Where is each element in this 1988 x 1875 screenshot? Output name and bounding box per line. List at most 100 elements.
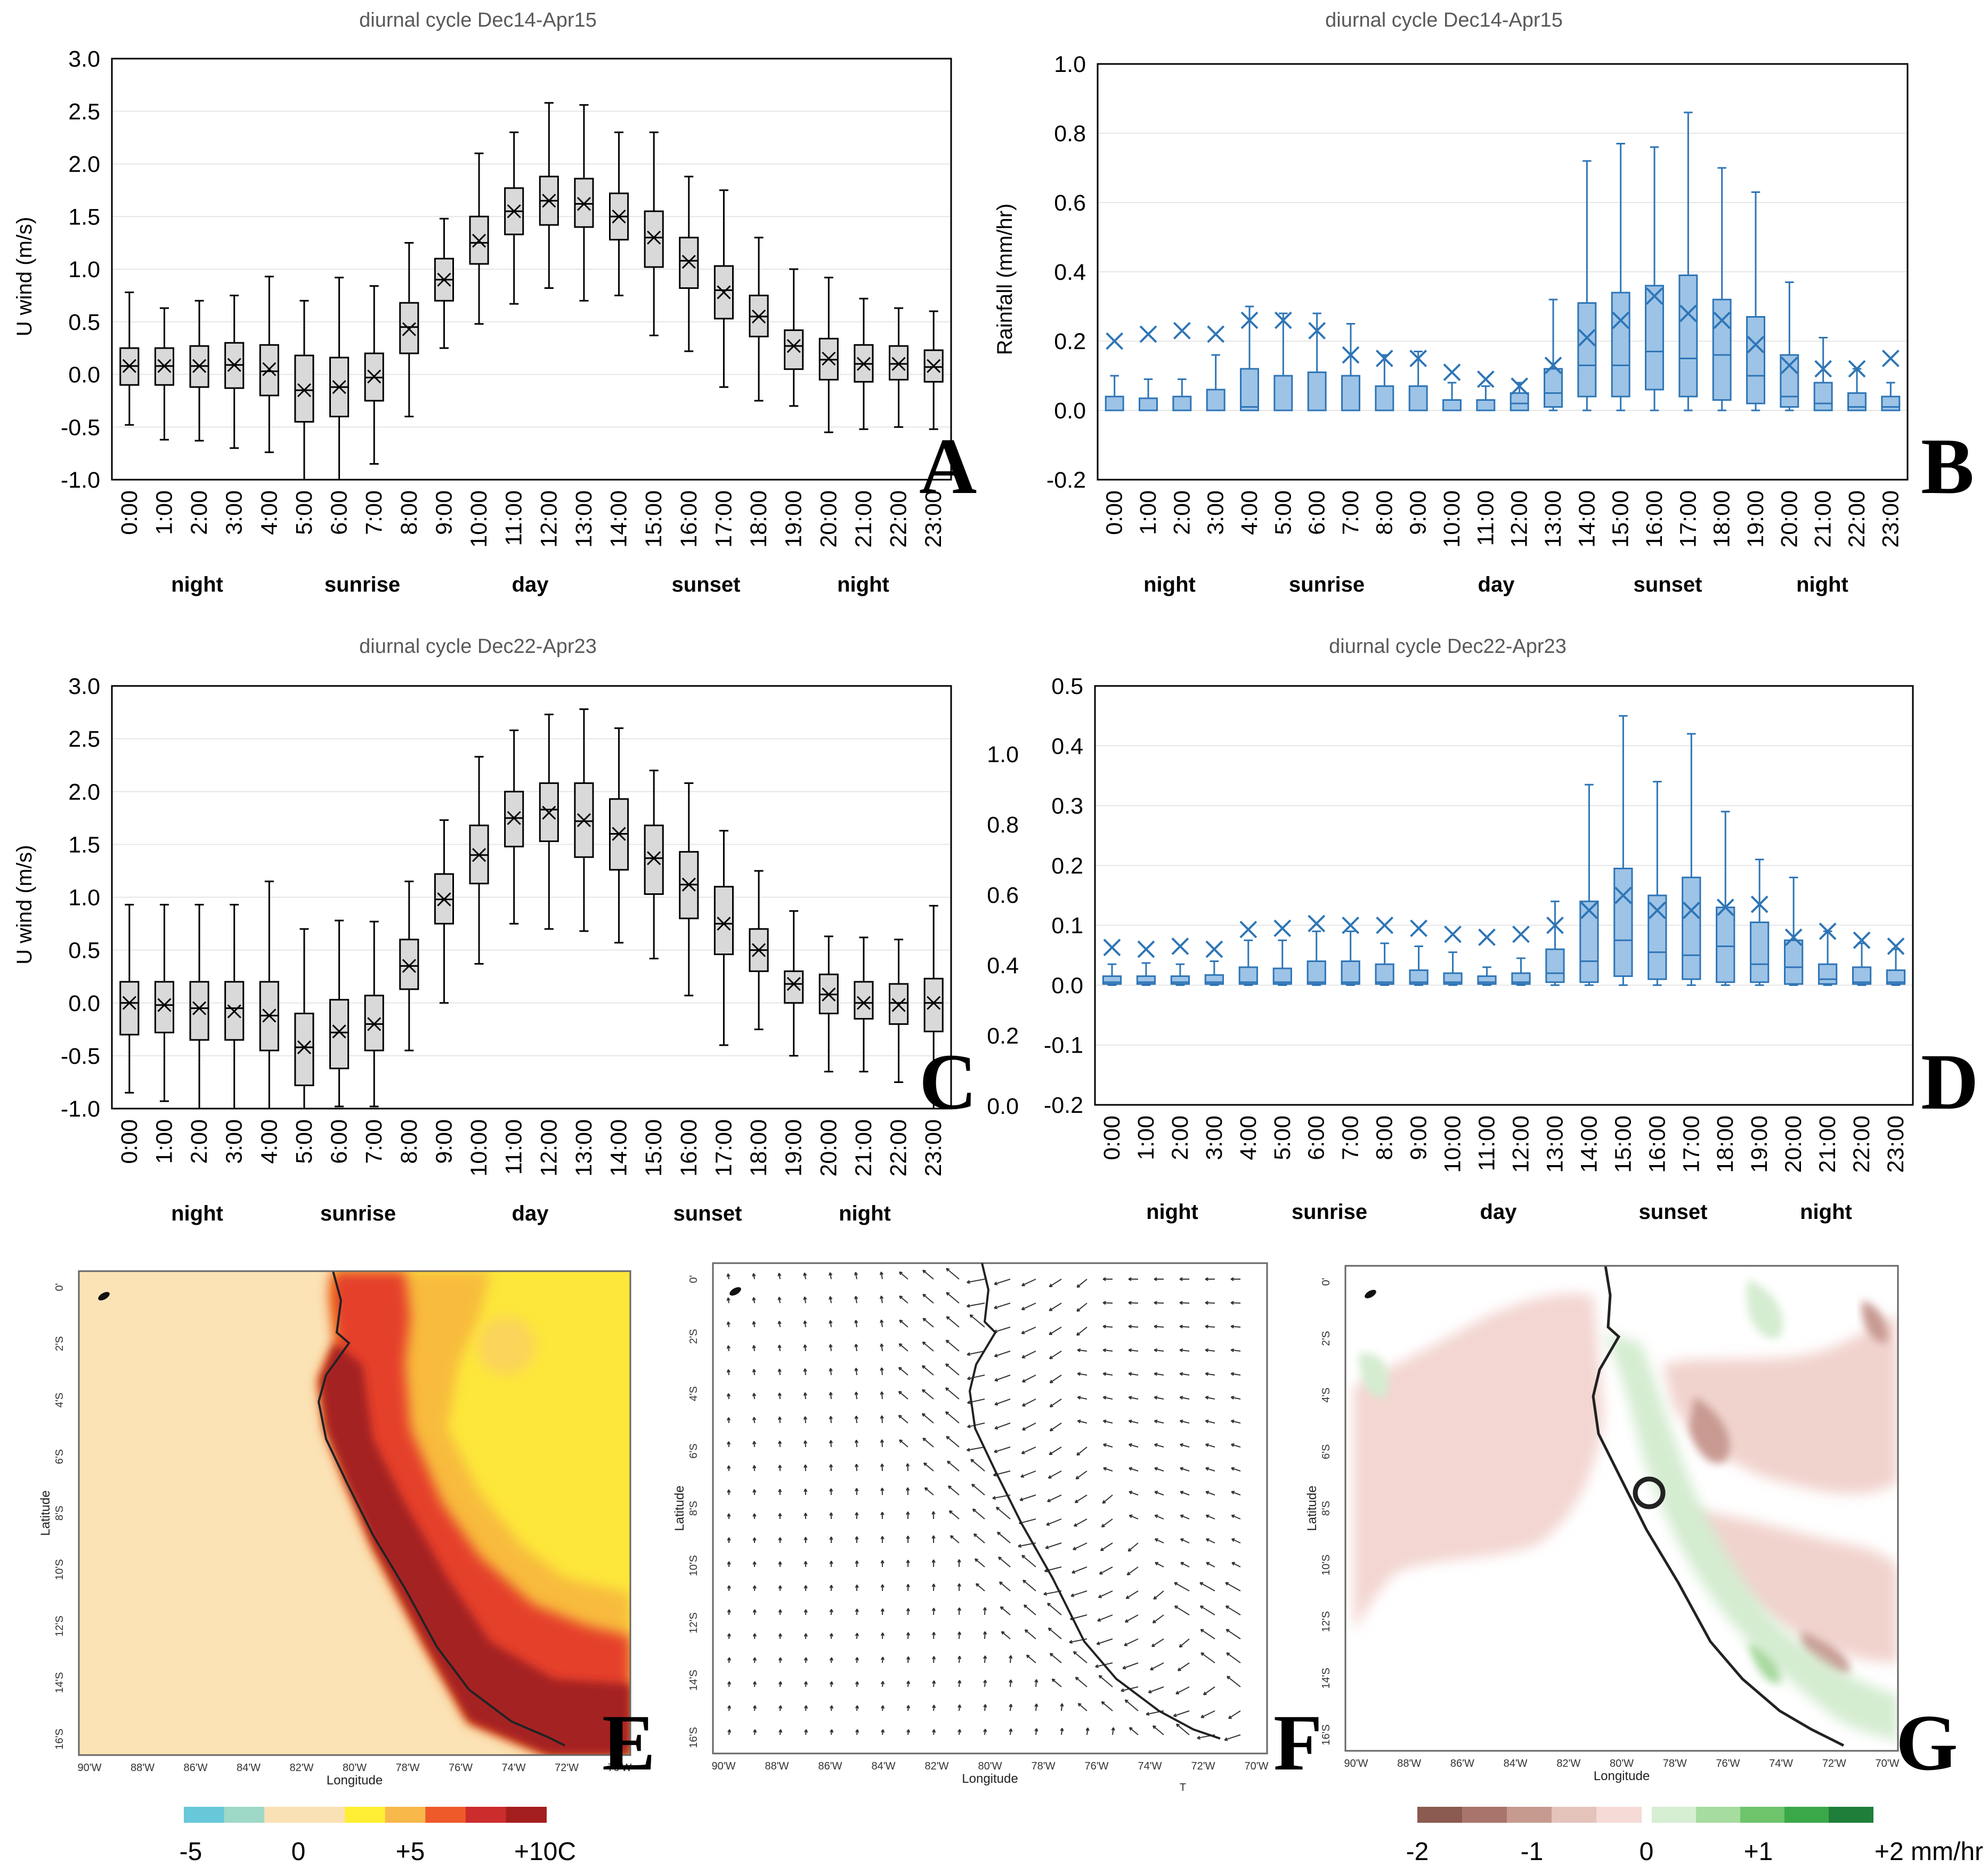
longitude-tick: 82'W [1556, 1758, 1580, 1769]
x-tick-label: 6:00 [327, 490, 352, 535]
mean-marker [1207, 325, 1225, 343]
mean-marker [717, 916, 731, 931]
x-tick-label: 19:00 [781, 490, 807, 548]
wind-vector [906, 1656, 911, 1663]
wind-vector [1179, 1638, 1190, 1648]
longitude-tick: 80'W [1610, 1758, 1634, 1769]
box [713, 886, 734, 956]
wind-vector [1098, 1590, 1113, 1598]
x-tick-label: 8:00 [1372, 490, 1397, 535]
map-e-coastline [317, 1271, 565, 1747]
x-tick-label: 1:00 [1135, 490, 1161, 535]
wind-vector [804, 1513, 808, 1520]
wind-vector [1099, 1566, 1113, 1575]
mean-marker [192, 359, 207, 373]
y-tick-label: 0.2 [1051, 853, 1083, 879]
wind-vector [1174, 1605, 1190, 1615]
wind-vector [752, 1681, 757, 1687]
x-tick-label: 20:00 [816, 1119, 841, 1177]
box [784, 329, 804, 370]
mean-marker [1713, 311, 1731, 329]
x-tick-label: 22:00 [886, 490, 912, 548]
wind-vector [880, 1415, 884, 1424]
chart-title: diurnal cycle Dec22-Apr23 [1329, 635, 1567, 658]
latitude-tick: 4'S [688, 1386, 700, 1401]
mean-marker [297, 1040, 311, 1055]
wind-vector [1179, 1419, 1190, 1424]
longitude-tick: 74'W [1769, 1758, 1793, 1769]
box [1238, 966, 1258, 985]
wind-vector [906, 1632, 911, 1639]
wind-vector [948, 1510, 960, 1520]
wind-vector [1179, 1277, 1189, 1281]
wind-vector [994, 1446, 1011, 1453]
wind-vector [945, 1411, 960, 1424]
wind-vector [1228, 1710, 1241, 1719]
period-label: sunset [1639, 1200, 1708, 1224]
longitude-tick: 70'W [608, 1762, 632, 1774]
wind-vector [923, 1462, 934, 1472]
x-tick-label: 4:00 [1237, 490, 1262, 535]
wind-vector [975, 1583, 985, 1591]
wind-vector [1021, 1423, 1036, 1431]
x-tick-label: 10:00 [466, 490, 492, 548]
wind-vector [803, 1416, 808, 1424]
wind-vector [829, 1488, 833, 1496]
x-tick-label: 10:00 [1440, 1116, 1466, 1173]
mean-marker [751, 943, 766, 957]
longitude-tick: 86'W [184, 1762, 208, 1774]
colorbar-g: -2 -1 0 +1 +2 mm/hr [1406, 1807, 1983, 1866]
wind-vector [973, 1533, 985, 1543]
wind-vector [880, 1439, 885, 1448]
longitude-tick: 88'W [1397, 1758, 1421, 1769]
mean-marker [856, 996, 871, 1010]
longitude-tick: 78'W [1032, 1760, 1056, 1772]
wind-vector [950, 1535, 960, 1543]
wind-vector [1180, 1538, 1190, 1543]
wind-vector [972, 1508, 985, 1520]
wind-vector [1021, 1446, 1036, 1454]
wind-vector [994, 1423, 1011, 1430]
x-tick-label: 7:00 [361, 1119, 387, 1164]
wind-vector [727, 1465, 731, 1472]
mean-marker [612, 209, 626, 224]
box [1847, 392, 1867, 411]
wind-vector [1122, 1662, 1139, 1670]
wind-vector [1034, 1703, 1038, 1711]
colorbar-e-swatch [345, 1807, 386, 1823]
wind-vector [1102, 1419, 1113, 1424]
wind-vector [753, 1729, 757, 1735]
y-tick-label: 0.3 [1051, 794, 1083, 819]
wind-vector [752, 1705, 757, 1711]
latitude-tick: 14'S [1320, 1668, 1332, 1688]
wind-vector [1203, 1686, 1215, 1695]
wind-vector [1231, 1491, 1241, 1496]
wind-vector [994, 1399, 1011, 1406]
mean-marker [1103, 939, 1121, 957]
box [1544, 368, 1563, 408]
mean-marker [856, 357, 871, 371]
box [1545, 948, 1565, 983]
wind-vector [967, 1446, 985, 1452]
y-tick-label: 0.2 [1054, 329, 1086, 354]
latitude-tick: 16'S [54, 1728, 66, 1749]
period-label: sunrise [324, 573, 400, 596]
mean-marker [472, 848, 486, 862]
wind-vector [803, 1440, 808, 1448]
wind-vector [983, 1704, 987, 1711]
panel-letter: C [919, 1038, 977, 1126]
y-tick-label: 0.5 [68, 938, 100, 964]
period-label: day [1478, 573, 1515, 596]
period-label: night [1796, 573, 1848, 596]
wind-vector [777, 1273, 782, 1280]
wind-vector [880, 1656, 885, 1663]
wind-vector [1048, 1470, 1062, 1479]
x-tick-label: 20:00 [1776, 490, 1802, 548]
wind-vector [854, 1416, 858, 1424]
wind-vector [752, 1321, 756, 1328]
wind-vector [1154, 1514, 1164, 1520]
wind-vector [1049, 1303, 1062, 1312]
wind-vector [726, 1297, 731, 1304]
latitude-tick: 0' [1320, 1278, 1332, 1286]
y-tick-label: -0.5 [61, 415, 100, 440]
